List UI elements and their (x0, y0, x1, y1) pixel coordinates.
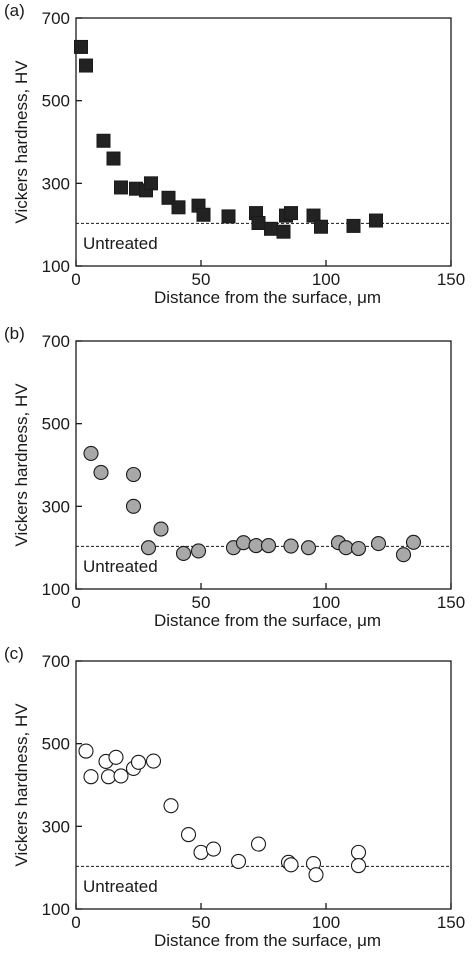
data-point (306, 208, 321, 223)
data-point (370, 535, 387, 552)
y-axis-title: Vickers hardness, HV (12, 60, 31, 224)
y-tick-label: 300 (42, 817, 70, 836)
data-point (106, 151, 121, 166)
y-tick-label: 700 (42, 9, 70, 28)
y-tick-label: 100 (42, 257, 70, 276)
data-point (251, 216, 266, 231)
y-tick-label: 100 (42, 900, 70, 919)
data-point (130, 754, 147, 770)
data-point (250, 836, 267, 852)
panel-label: (a) (4, 1, 25, 20)
data-point (338, 540, 354, 556)
data-point (78, 743, 94, 759)
data-point (300, 540, 317, 556)
panel-label: (c) (4, 644, 24, 663)
data-point (369, 213, 383, 228)
panel-a: (a) 0 50 100 150 100 300 500 700 Distance from th… (4, 1, 465, 307)
data-point (196, 207, 211, 222)
y-tick-label: 700 (42, 652, 70, 671)
data-point (83, 445, 99, 461)
x-tick-label: 150 (437, 270, 465, 289)
data-point (113, 768, 129, 784)
data-point (125, 466, 142, 483)
x-axis-title: Distance from the surface, μm (154, 931, 381, 950)
data-point (74, 39, 88, 54)
data-point (175, 545, 192, 562)
panel-c: (c) 0 50 100 150 100 300 500 700 Distance from th… (4, 644, 465, 950)
x-tick-label: 100 (312, 270, 340, 289)
x-tick-label: 0 (71, 913, 80, 932)
data-point (205, 841, 222, 857)
data-point (276, 224, 291, 239)
data-point (308, 867, 324, 883)
x-tick-label: 100 (312, 593, 340, 612)
untreated-label: Untreated (83, 234, 158, 253)
data-point (93, 464, 109, 480)
x-tick-label: 100 (312, 913, 340, 932)
y-tick-label: 300 (42, 174, 70, 193)
data-point (350, 844, 367, 860)
data-point (163, 798, 179, 814)
untreated-label: Untreated (83, 877, 158, 896)
data-point (230, 853, 247, 870)
y-tick-label: 500 (42, 735, 70, 754)
data-point (83, 769, 99, 785)
data-point (145, 753, 162, 769)
data-point (395, 547, 412, 563)
data-point (100, 769, 117, 785)
untreated-label: Untreated (83, 557, 158, 576)
y-tick-label: 500 (42, 415, 70, 434)
data-point (346, 218, 361, 233)
x-tick-label: 0 (71, 593, 80, 612)
data-point (108, 749, 124, 765)
x-axis-title: Distance from the surface, μm (154, 288, 381, 307)
x-tick-label: 50 (192, 913, 211, 932)
x-tick-label: 50 (192, 270, 211, 289)
data-point (171, 200, 186, 215)
y-tick-label: 300 (42, 497, 70, 516)
data-point (153, 521, 169, 537)
data-point (350, 858, 367, 874)
data-point (96, 133, 111, 148)
y-axis-title: Vickers hardness, HV (12, 703, 31, 867)
y-tick-label: 700 (42, 332, 70, 351)
data-point (248, 538, 264, 554)
data-point (125, 498, 142, 514)
data-point (144, 176, 158, 191)
data-point (140, 540, 157, 556)
data-point (221, 209, 236, 224)
plot-frame (75, 340, 452, 590)
data-point (260, 538, 277, 554)
x-tick-label: 150 (437, 593, 465, 612)
data-point (190, 543, 207, 559)
data-point (193, 844, 209, 860)
data-point (235, 535, 252, 551)
data-point (114, 180, 128, 195)
plot-frame (75, 17, 452, 267)
data-point (264, 221, 278, 236)
panel-b: (b) 0 50 100 150 100 300 500 700 Distance from th… (4, 324, 465, 630)
data-point (284, 206, 298, 221)
x-axis-title: Distance from the surface, μm (154, 611, 381, 630)
x-tick-label: 50 (192, 593, 211, 612)
plot-frame (75, 660, 452, 910)
x-tick-label: 0 (71, 270, 80, 289)
y-tick-label: 500 (42, 92, 70, 111)
x-tick-label: 150 (437, 913, 465, 932)
data-point (283, 857, 299, 873)
y-tick-label: 100 (42, 580, 70, 599)
panel-label: (b) (4, 324, 25, 343)
data-point (350, 540, 367, 557)
data-point (79, 58, 93, 73)
data-point (283, 538, 299, 554)
data-point (314, 219, 328, 234)
data-point (180, 827, 197, 843)
data-point (405, 534, 422, 550)
y-axis-title: Vickers hardness, HV (12, 383, 31, 547)
